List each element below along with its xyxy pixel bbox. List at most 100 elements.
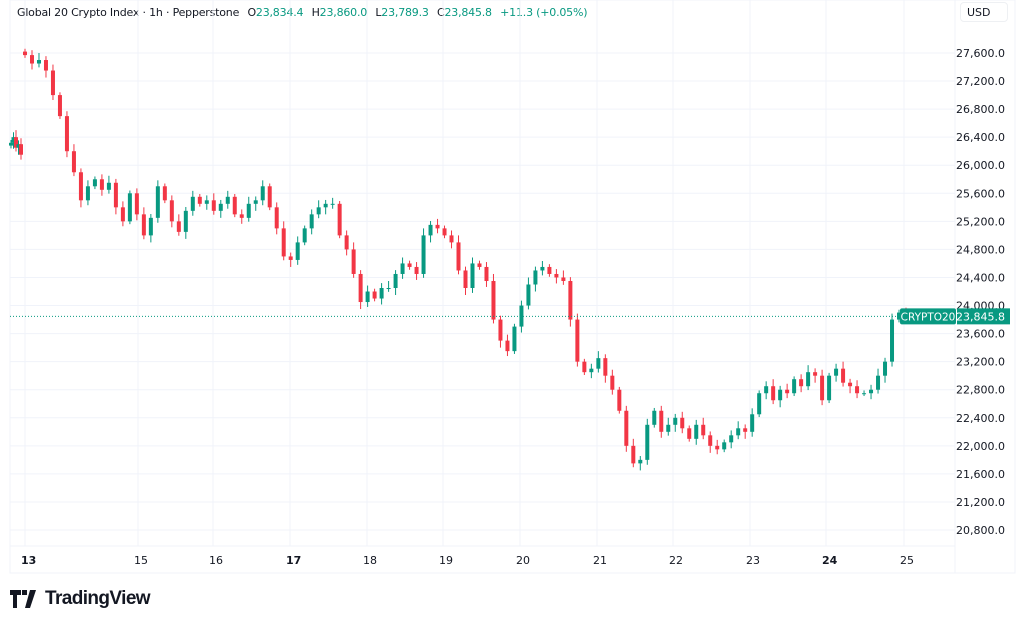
candle-body <box>519 305 524 327</box>
separator: · <box>162 6 173 19</box>
y-tick-label: 24,400.0 <box>956 271 1005 284</box>
close-label: C <box>436 6 445 19</box>
candle-body <box>750 414 755 432</box>
candle-body <box>477 263 482 267</box>
candle-body <box>715 445 720 450</box>
candle-body <box>806 372 811 387</box>
candle-body <box>386 288 391 290</box>
candle-body <box>99 179 104 190</box>
candle-body <box>498 319 503 341</box>
x-tick-label: 25 <box>900 554 914 567</box>
candle-body <box>183 210 188 232</box>
y-tick-label: 25,200.0 <box>956 215 1005 228</box>
candle-body <box>92 179 97 187</box>
candle-body <box>526 284 531 306</box>
source: Pepperstone <box>172 6 240 19</box>
candle-body <box>407 263 412 267</box>
candle-body <box>274 207 279 229</box>
candle-body <box>645 424 650 460</box>
candle-body <box>617 389 622 411</box>
candle-body <box>694 424 699 439</box>
candle-body <box>799 379 804 387</box>
candle-body <box>505 340 510 352</box>
candle-body <box>708 435 713 446</box>
candle-body <box>148 217 153 236</box>
currency-button[interactable]: USD <box>960 2 1008 22</box>
interval[interactable]: 1h <box>149 6 163 19</box>
candle-body <box>43 60 48 71</box>
y-tick-label: 25,600.0 <box>956 187 1005 200</box>
candle-body <box>372 291 377 299</box>
candle-body <box>785 389 790 394</box>
candle-body <box>421 235 426 274</box>
candle-body <box>71 151 76 173</box>
candle-body <box>813 372 818 376</box>
candle-body <box>85 186 90 201</box>
candle-body <box>351 249 356 274</box>
ticker-label-box <box>900 308 956 325</box>
candle-body <box>869 389 874 394</box>
y-tick-label: 26,800.0 <box>956 103 1005 116</box>
candle-body <box>624 410 629 446</box>
candle-body <box>16 144 21 148</box>
candle-body <box>57 95 62 117</box>
candle-body <box>134 193 139 215</box>
y-tick-label: 21,200.0 <box>956 496 1005 509</box>
y-tick-label: 27,200.0 <box>956 75 1005 88</box>
last-price-box <box>957 308 1010 325</box>
candlestick-chart[interactable]: 20,800.0 21,200.0 21,600.0 22,000.0 22,400.0… <box>0 0 1024 580</box>
x-tick-label: 16 <box>209 554 223 567</box>
candle-body <box>897 312 902 320</box>
high-label: H <box>311 6 320 19</box>
candle-body <box>197 196 202 204</box>
y-tick-label: 27,600.0 <box>956 47 1005 60</box>
candle-body <box>155 186 160 218</box>
candle-body <box>456 242 461 271</box>
tradingview-logo[interactable]: TradingView <box>10 588 151 610</box>
candle-body <box>568 280 573 320</box>
candle-body <box>120 207 125 222</box>
candle-body <box>211 200 216 211</box>
candle-body <box>673 417 678 425</box>
candle-body <box>253 200 258 204</box>
candle-body <box>358 273 363 303</box>
candle-body <box>127 193 132 222</box>
candle-body <box>141 214 146 236</box>
candle-body <box>14 137 18 148</box>
candle-body <box>400 263 405 274</box>
ticker-label: CRYPTO20 <box>901 311 956 323</box>
low-value: 23,789.3 <box>381 6 429 19</box>
separator: · <box>139 6 150 19</box>
y-tick-label: 26,000.0 <box>956 159 1005 172</box>
x-tick-label: 24 <box>822 554 838 567</box>
candle-body <box>491 280 496 320</box>
candle-body <box>561 277 566 281</box>
x-tick-label: 19 <box>439 554 453 567</box>
candle-body <box>393 273 398 289</box>
x-tick-label: 18 <box>363 554 377 567</box>
candle-body <box>169 200 174 222</box>
candle-body <box>834 368 839 376</box>
candle-body <box>260 186 265 201</box>
y-tick-label: 24,800.0 <box>956 243 1005 256</box>
candle-body <box>631 445 636 464</box>
candle-body <box>757 393 762 415</box>
candle-body <box>722 442 727 450</box>
candle-body <box>848 382 853 387</box>
candle-body <box>281 228 286 257</box>
x-tick-label: 13 <box>21 554 36 567</box>
high-value: 23,860.0 <box>319 6 368 19</box>
candle-body <box>267 186 272 208</box>
candle-body <box>428 224 433 236</box>
close-value: 23,845.8 <box>444 6 492 19</box>
candle-body <box>239 214 244 218</box>
symbol-name[interactable]: Global 20 Crypto Index <box>17 6 140 19</box>
candle-body <box>78 172 83 201</box>
candle-body <box>876 375 881 390</box>
candle-body <box>323 203 328 208</box>
y-tick-label: 22,000.0 <box>956 440 1005 453</box>
candle-body <box>64 116 69 152</box>
candle-body <box>435 224 440 229</box>
candle-body <box>841 368 846 383</box>
candle-body <box>295 242 300 260</box>
